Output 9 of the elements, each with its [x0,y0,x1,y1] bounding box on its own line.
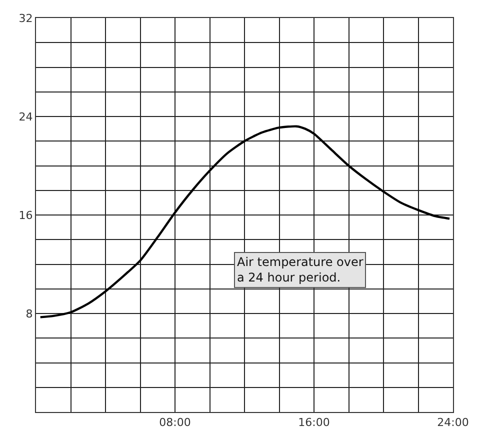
y-tick-label: 32 [18,12,33,25]
x-tick-label: 08:00 [159,416,191,430]
annotation: Air temperature over a 24 hour period. [237,255,364,285]
y-tick-label: 24 [18,110,33,124]
x-tick-label: 16:00 [298,416,330,430]
y-tick-label: 16 [18,208,33,222]
line-series [39,125,451,318]
y-tick-label: 8 [26,307,33,320]
x-tick-label: 24:00 [437,416,469,430]
